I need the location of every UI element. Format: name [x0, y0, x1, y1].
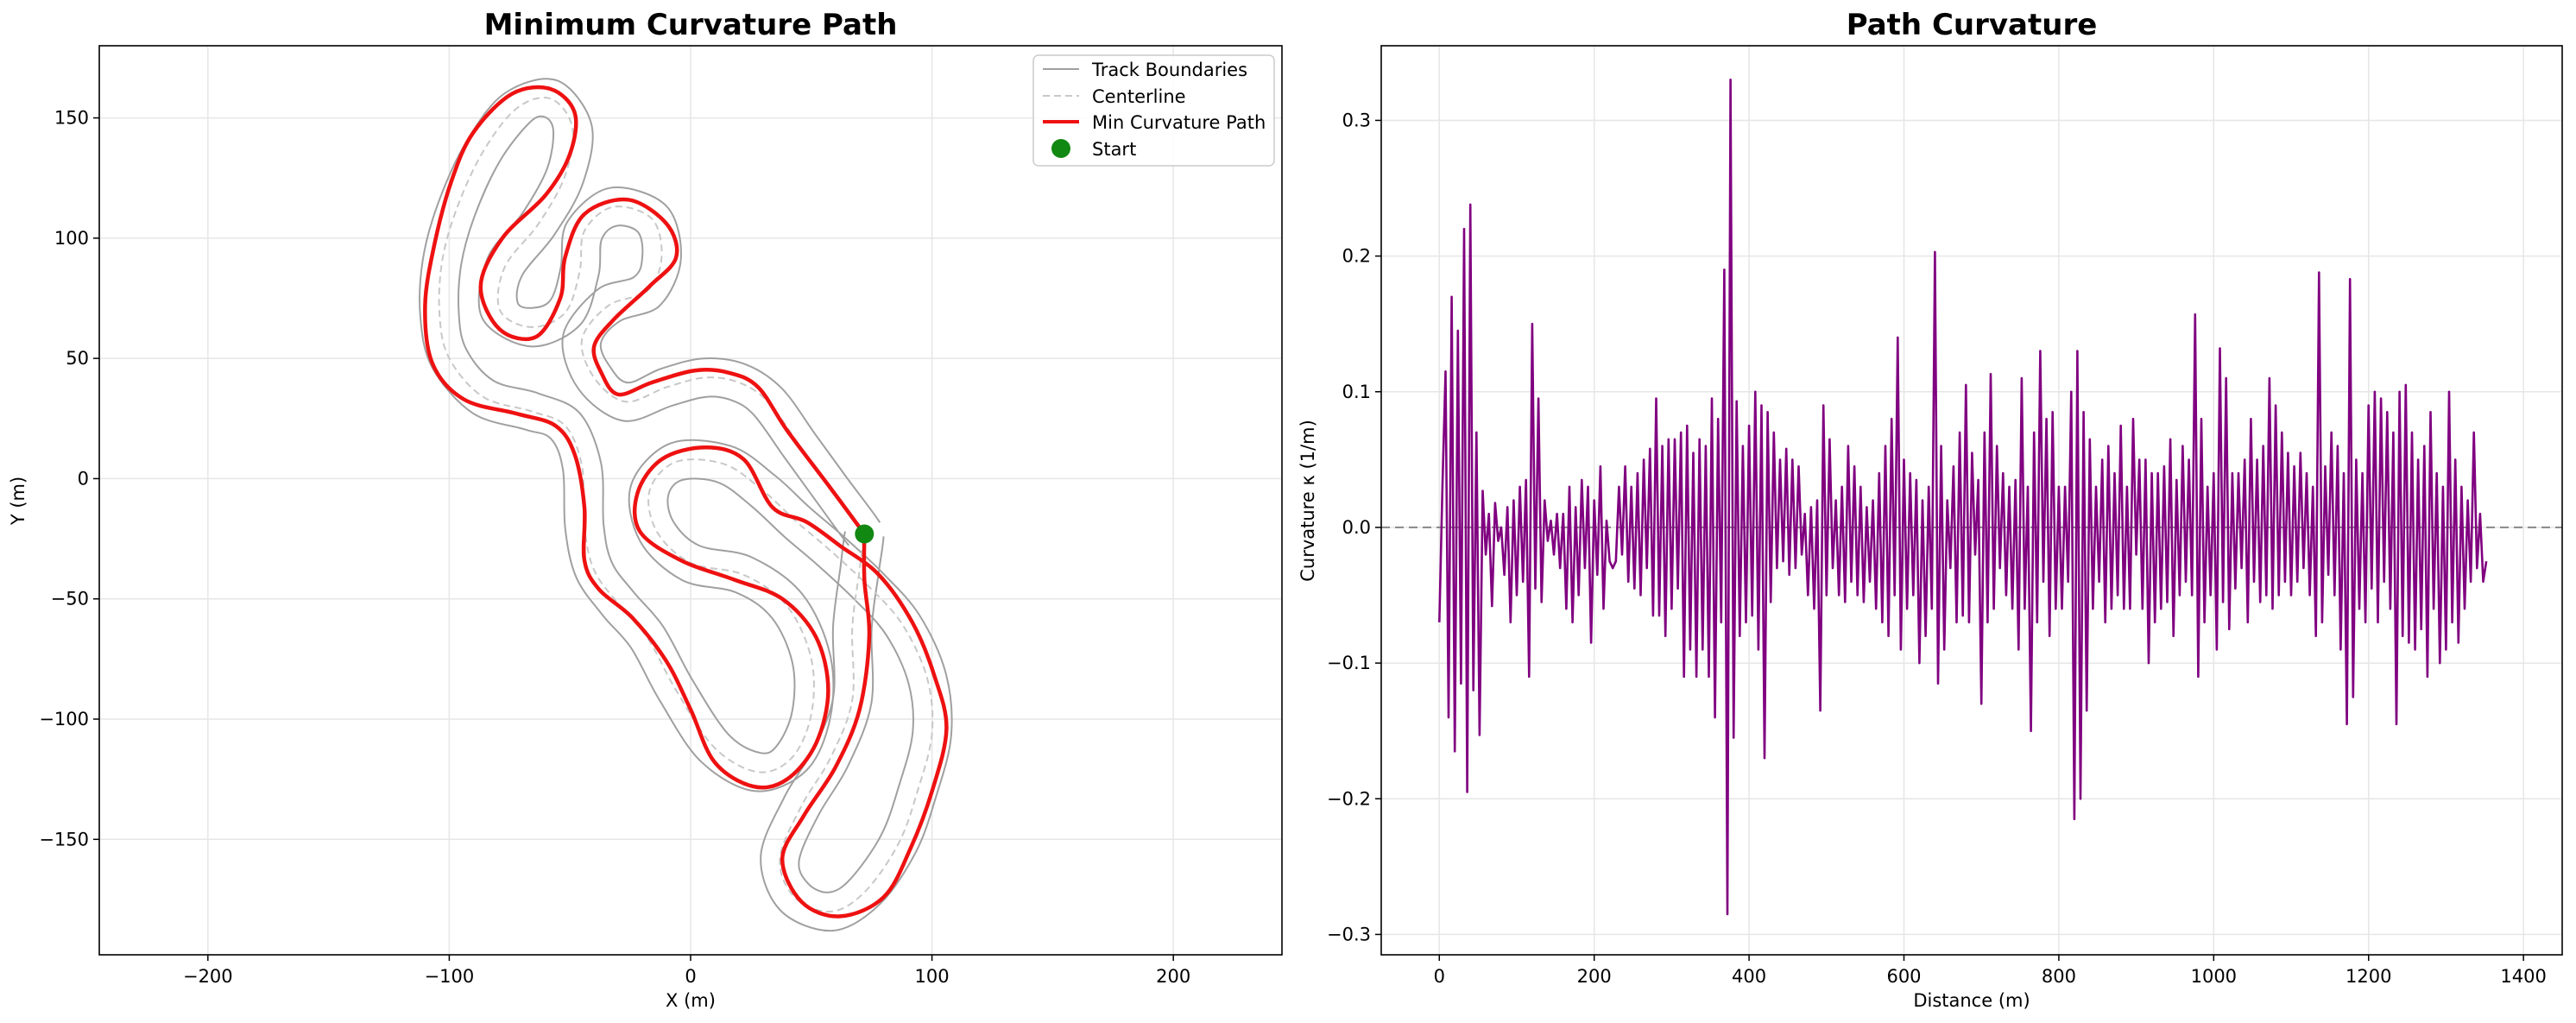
min-curvature-path — [423, 85, 949, 919]
legend-swatch-start — [1051, 139, 1070, 158]
curvature-xtick-label: 1400 — [2500, 966, 2546, 987]
track-map-ytick-label: −100 — [39, 709, 89, 729]
legend-label-boundaries: Track Boundaries — [1091, 60, 1247, 80]
curvature-xtick-label: 200 — [1577, 966, 1612, 987]
curvature-ytick-label: 0.2 — [1342, 246, 1371, 267]
curvature-xtick-label: 400 — [1732, 966, 1766, 987]
track-boundary-inner — [419, 78, 914, 894]
track-map-ytick-label: 150 — [54, 108, 89, 129]
legend-label-start: Start — [1092, 139, 1136, 160]
curvature-ylabel: Curvature κ (1/m) — [1297, 420, 1318, 582]
curvature-ytick-label: −0.1 — [1327, 653, 1371, 673]
curvature-xlabel: Distance (m) — [1913, 990, 2030, 1011]
legend: Track Boundaries Centerline Min Curvatur… — [1032, 54, 1275, 167]
curvature-ytick-label: 0.0 — [1342, 517, 1371, 538]
curvature-xtick-label: 600 — [1886, 966, 1921, 987]
track-map-ytick-label: −50 — [51, 589, 89, 609]
curvature-xtick-label: 1000 — [2191, 966, 2237, 987]
track-map-xtick-label: −100 — [425, 966, 475, 987]
curvature-xtick-label: 1200 — [2346, 966, 2391, 987]
curvature-ytick-label: −0.3 — [1327, 924, 1371, 944]
track-map-xtick-label: 0 — [685, 966, 696, 987]
track-map-xlabel: X (m) — [666, 990, 716, 1011]
track-map-xtick-label: 200 — [1156, 966, 1190, 987]
track-map-plot: Minimum Curvature Path −200 −100 0 100 200 −1… — [8, 8, 1283, 1011]
start-marker — [855, 524, 874, 544]
track-map-ytick-label: 100 — [54, 228, 89, 249]
track-map-title: Minimum Curvature Path — [484, 8, 898, 42]
track-map-xtick-label: 100 — [915, 966, 950, 987]
track-map-ytick-label: −150 — [39, 829, 89, 849]
track-map-ylabel: Y (m) — [8, 477, 28, 526]
track-boundary-outer — [458, 115, 953, 932]
curvature-xtick-label: 0 — [1434, 966, 1445, 987]
legend-box — [1032, 54, 1275, 167]
curvature-title: Path Curvature — [1847, 8, 2098, 42]
track-centerline — [438, 97, 934, 912]
legend-label-path: Min Curvature Path — [1092, 112, 1266, 133]
curvature-series-line — [1438, 79, 2488, 916]
track-map-xtick-label: −200 — [183, 966, 233, 987]
curvature-xtick-label: 800 — [2042, 966, 2076, 987]
curvature-ytick-label: 0.3 — [1342, 110, 1371, 130]
curvature-ytick-label: 0.1 — [1342, 382, 1371, 402]
curvature-ytick-label: −0.2 — [1327, 788, 1371, 809]
curvature-plot: Path Curvature 0 200 400 600 800 1000 1200 1400… — [1297, 8, 2563, 1011]
legend-label-centerline: Centerline — [1092, 86, 1186, 107]
track-map-ytick-label: 0 — [78, 468, 89, 489]
curvature-frame — [1380, 45, 2563, 956]
track-map-ytick-label: 50 — [66, 348, 89, 369]
